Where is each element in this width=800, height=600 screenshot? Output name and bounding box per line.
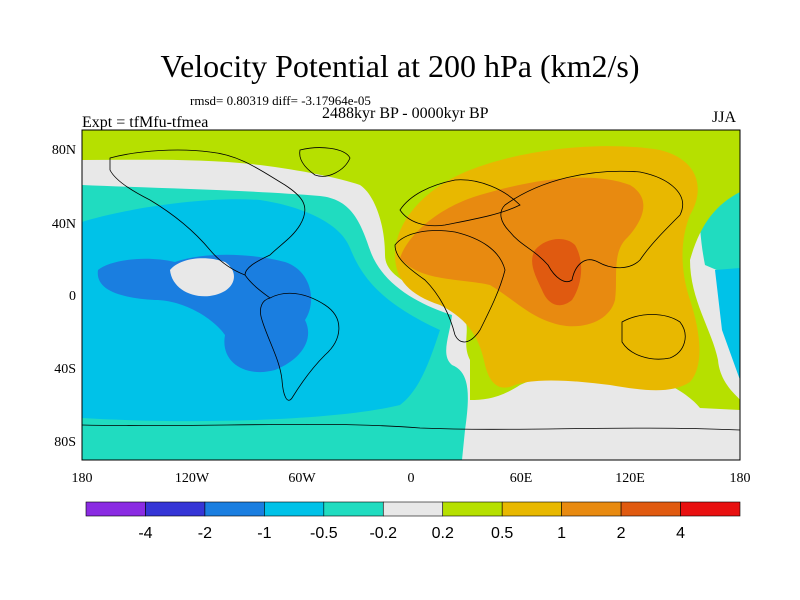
asia-coast bbox=[500, 170, 683, 282]
y-tick-label: 40N bbox=[52, 217, 76, 232]
page-title: Velocity Potential at 200 hPa (km2/s) bbox=[160, 48, 640, 84]
africa-coast bbox=[394, 230, 506, 343]
season-label: JJA bbox=[712, 109, 737, 126]
contour-band-pos1 bbox=[400, 177, 644, 327]
colorbar-swatch bbox=[145, 501, 206, 517]
contour-band-pos2 bbox=[532, 238, 582, 306]
x-tick-label: 120W bbox=[175, 471, 210, 486]
plot-frame bbox=[81, 129, 741, 461]
colorbar-swatch bbox=[264, 501, 325, 517]
colorbar: -4 -2 -1 -0.5 -0.2 0.2 0.5 1 2 4 bbox=[85, 501, 741, 542]
colorbar-swatch bbox=[382, 501, 444, 517]
y-tick-label: 80S bbox=[54, 435, 76, 450]
y-axis: 80N 40N 0 40S 80S bbox=[52, 143, 76, 450]
colorbar-swatch bbox=[561, 501, 622, 517]
colorbar-label: -0.2 bbox=[369, 525, 397, 542]
colorbar-swatch bbox=[85, 501, 146, 517]
colorbar-swatch bbox=[501, 501, 562, 517]
colorbar-label: 0.5 bbox=[491, 525, 513, 542]
colorbar-swatch bbox=[204, 501, 265, 517]
colorbar-label: 2 bbox=[617, 525, 626, 542]
time-range-label: 2488kyr BP - 0000kyr BP bbox=[322, 105, 489, 122]
contour-band-neg1 bbox=[97, 254, 312, 373]
south-america-coast bbox=[260, 292, 340, 401]
x-tick-label: 60W bbox=[288, 471, 316, 486]
colorbar-label: 1 bbox=[557, 525, 566, 542]
colorbar-label: -1 bbox=[257, 525, 271, 542]
x-tick-label: 180 bbox=[72, 471, 93, 486]
rmsd-diff-label: rmsd= 0.80319 diff= -3.17964e-05 bbox=[190, 93, 371, 108]
y-tick-label: 40S bbox=[54, 362, 76, 377]
greenland-coast bbox=[299, 147, 351, 177]
x-tick-label: 120E bbox=[615, 471, 645, 486]
contour-pocket-near-zero bbox=[170, 258, 235, 297]
colorbar-swatch bbox=[323, 501, 384, 517]
colorbar-swatch bbox=[442, 501, 503, 517]
north-america-coast bbox=[109, 149, 306, 276]
colorbar-swatch bbox=[620, 501, 681, 517]
contour-fill-layer bbox=[82, 130, 740, 460]
y-tick-label: 80N bbox=[52, 143, 76, 158]
x-tick-label: 180 bbox=[730, 471, 751, 486]
y-tick-label: 0 bbox=[69, 289, 76, 304]
central-america-coast bbox=[244, 274, 271, 299]
colorbar-label: 0.2 bbox=[432, 525, 454, 542]
x-tick-label: 60E bbox=[510, 471, 533, 486]
colorbar-label: -0.5 bbox=[310, 525, 338, 542]
europe-coast bbox=[399, 179, 521, 227]
experiment-label: Expt = tfMfu-tfmea bbox=[82, 114, 209, 131]
australia-coast bbox=[621, 314, 686, 360]
colorbar-swatch bbox=[680, 501, 741, 517]
colorbar-label: 4 bbox=[676, 525, 685, 542]
x-tick-label: 0 bbox=[408, 471, 415, 486]
antarctica-coast bbox=[82, 423, 740, 431]
colorbar-label: -2 bbox=[198, 525, 212, 542]
x-axis: 180 120W 60W 0 60E 120E 180 bbox=[72, 471, 751, 486]
colorbar-label: -4 bbox=[138, 525, 152, 542]
coastline-layer bbox=[82, 147, 740, 431]
